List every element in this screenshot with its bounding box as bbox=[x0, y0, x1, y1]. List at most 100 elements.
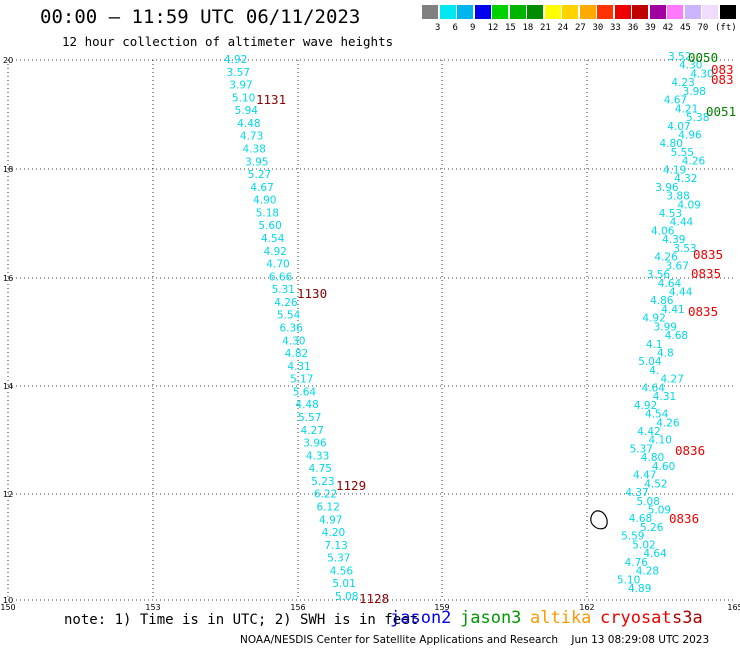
pass-time-label: 0836 bbox=[669, 511, 699, 526]
pass-time-label: 0835 bbox=[688, 304, 718, 319]
wave-height-value: 4.92 bbox=[634, 400, 657, 412]
wave-height-value: 4.48 bbox=[295, 399, 318, 411]
wave-height-value: 4.21 bbox=[675, 103, 698, 115]
wave-height-value: 5.08 bbox=[335, 591, 358, 603]
x-tick-label: 159 bbox=[434, 603, 449, 612]
wave-height-value: 4.26 bbox=[654, 252, 678, 264]
wave-height-value: 3.95 bbox=[245, 156, 268, 168]
pass-time-label: 1128 bbox=[359, 591, 389, 606]
x-tick-label: 156 bbox=[290, 603, 305, 612]
wave-height-value: 4.54 bbox=[645, 409, 669, 421]
wave-height-value: 5.94 bbox=[235, 105, 259, 117]
legend-swatch bbox=[439, 5, 456, 19]
wave-height-value: 6.12 bbox=[317, 502, 340, 514]
legend-label: 3 bbox=[435, 23, 441, 33]
wave-height-value: 3.88 bbox=[666, 191, 689, 203]
wave-height-value: 4.68 bbox=[629, 513, 652, 525]
wave-height-value: 4.96 bbox=[678, 130, 702, 142]
wave-height-value: 4.27 bbox=[301, 425, 324, 437]
wave-height-value: 4.06 bbox=[651, 225, 675, 237]
wave-height-value: 4.82 bbox=[285, 348, 308, 360]
wave-height-value: 4.37 bbox=[625, 487, 648, 499]
legend-swatch bbox=[457, 5, 473, 19]
pass-time-label: 0835 bbox=[693, 247, 723, 262]
legend-swatch bbox=[562, 5, 578, 19]
wave-height-value: 5.17 bbox=[290, 374, 313, 386]
legend-label: 27 bbox=[575, 23, 586, 33]
legend-label: 21 bbox=[540, 23, 551, 33]
wave-height-value: 7.13 bbox=[324, 540, 347, 552]
wave-height-value: 4.54 bbox=[261, 233, 285, 245]
wave-height-value: 4.10 bbox=[649, 435, 672, 447]
wave-height-value: 4.19 bbox=[663, 164, 686, 176]
wave-height-value: 4.31 bbox=[653, 391, 676, 403]
legend-swatch bbox=[492, 5, 508, 19]
wave-height-value: 4.32 bbox=[674, 173, 697, 185]
wave-height-value: 4.42 bbox=[637, 426, 660, 438]
wave-height-value: 4.44 bbox=[669, 287, 693, 299]
wave-height-value: 4. bbox=[649, 365, 659, 377]
wave-height-value: 6.22 bbox=[314, 489, 337, 501]
wave-height-value: 4.48 bbox=[237, 118, 260, 130]
legend-swatch bbox=[527, 5, 543, 19]
wave-height-value: 4.33 bbox=[306, 450, 329, 462]
satellite-cryosat: cryosat bbox=[600, 608, 672, 628]
y-tick-label: 10 bbox=[3, 596, 13, 605]
wave-height-value: 3.98 bbox=[683, 86, 706, 98]
legend-swatch bbox=[474, 5, 491, 19]
x-tick-label: 162 bbox=[579, 603, 594, 612]
y-tick-label: 16 bbox=[3, 274, 13, 283]
wave-height-value: 4.67 bbox=[664, 95, 687, 107]
pass-time-label: 1130 bbox=[297, 286, 327, 301]
wave-height-value: 5.02 bbox=[632, 539, 655, 551]
wave-height-value: 5.55 bbox=[671, 147, 694, 159]
legend-label: 9 bbox=[470, 23, 476, 33]
legend-swatch bbox=[544, 5, 561, 19]
wave-height-value: 5.10 bbox=[617, 574, 640, 586]
wave-height-value: 5.04 bbox=[638, 356, 662, 368]
legend-swatch bbox=[614, 5, 631, 19]
wave-height-value: 4.90 bbox=[253, 195, 276, 207]
legend-label: 30 bbox=[592, 23, 604, 33]
wave-height-value: 4.09 bbox=[678, 199, 701, 211]
legend-label: 70 bbox=[697, 23, 709, 33]
wave-height-value: 4.92 bbox=[264, 246, 287, 258]
satellite-s3a: s3a bbox=[672, 608, 703, 628]
wave-height-value: 3.53 bbox=[673, 243, 696, 255]
island-outline bbox=[590, 510, 608, 530]
wave-height-value: 5.31 bbox=[272, 284, 295, 296]
axis-ticks: 150 153 156 159 162 165 20 18 16 14 12 10 bbox=[0, 56, 740, 612]
legend-swatch bbox=[579, 5, 596, 19]
legend-label: 18 bbox=[522, 23, 534, 33]
wave-height-value: 5.60 bbox=[258, 220, 281, 232]
legend-label: 45 bbox=[680, 23, 691, 33]
footer-note: note: 1) Time is in UTC; 2) SWH is in fe… bbox=[64, 612, 419, 628]
credit-line: NOAA/NESDIS Center for Satellite Applica… bbox=[240, 634, 710, 646]
wave-height-value: 4.73 bbox=[240, 131, 263, 143]
legend-label: (ft) bbox=[715, 23, 737, 33]
y-tick-label: 12 bbox=[3, 490, 13, 499]
wave-height-value: 4.26 bbox=[682, 156, 706, 168]
wave-height-value: 4.30 bbox=[690, 68, 713, 80]
wave-height-value: 4.64 bbox=[643, 548, 667, 560]
wave-height-value: 4.26 bbox=[274, 297, 298, 309]
y-tick-label: 20 bbox=[3, 56, 13, 65]
wave-height-value: 4.70 bbox=[266, 259, 289, 271]
legend-swatch bbox=[649, 5, 666, 19]
wave-height-value: 4.92 bbox=[224, 54, 247, 66]
pass-time-label: 083 bbox=[711, 72, 734, 87]
wave-height-value: 4.26 bbox=[656, 417, 680, 429]
legend-label: 39 bbox=[645, 23, 656, 33]
wave-height-value: 5.59 bbox=[621, 531, 644, 543]
wave-height-value: 5.38 bbox=[686, 112, 709, 124]
wave-height-value: 4.64 bbox=[658, 278, 682, 290]
wave-height-value: 5.23 bbox=[311, 476, 334, 488]
satellite-jason2: jason2 bbox=[390, 608, 452, 628]
legend-label: 33 bbox=[610, 23, 621, 33]
pass-time-label: 1131 bbox=[256, 92, 286, 107]
wave-height-value: 4.28 bbox=[636, 566, 659, 578]
wave-height-value: 4.80 bbox=[641, 452, 664, 464]
wave-height-value: 4.20 bbox=[322, 527, 345, 539]
wave-height-value: 4.60 bbox=[652, 461, 675, 473]
x-tick-label: 165 bbox=[727, 603, 740, 612]
